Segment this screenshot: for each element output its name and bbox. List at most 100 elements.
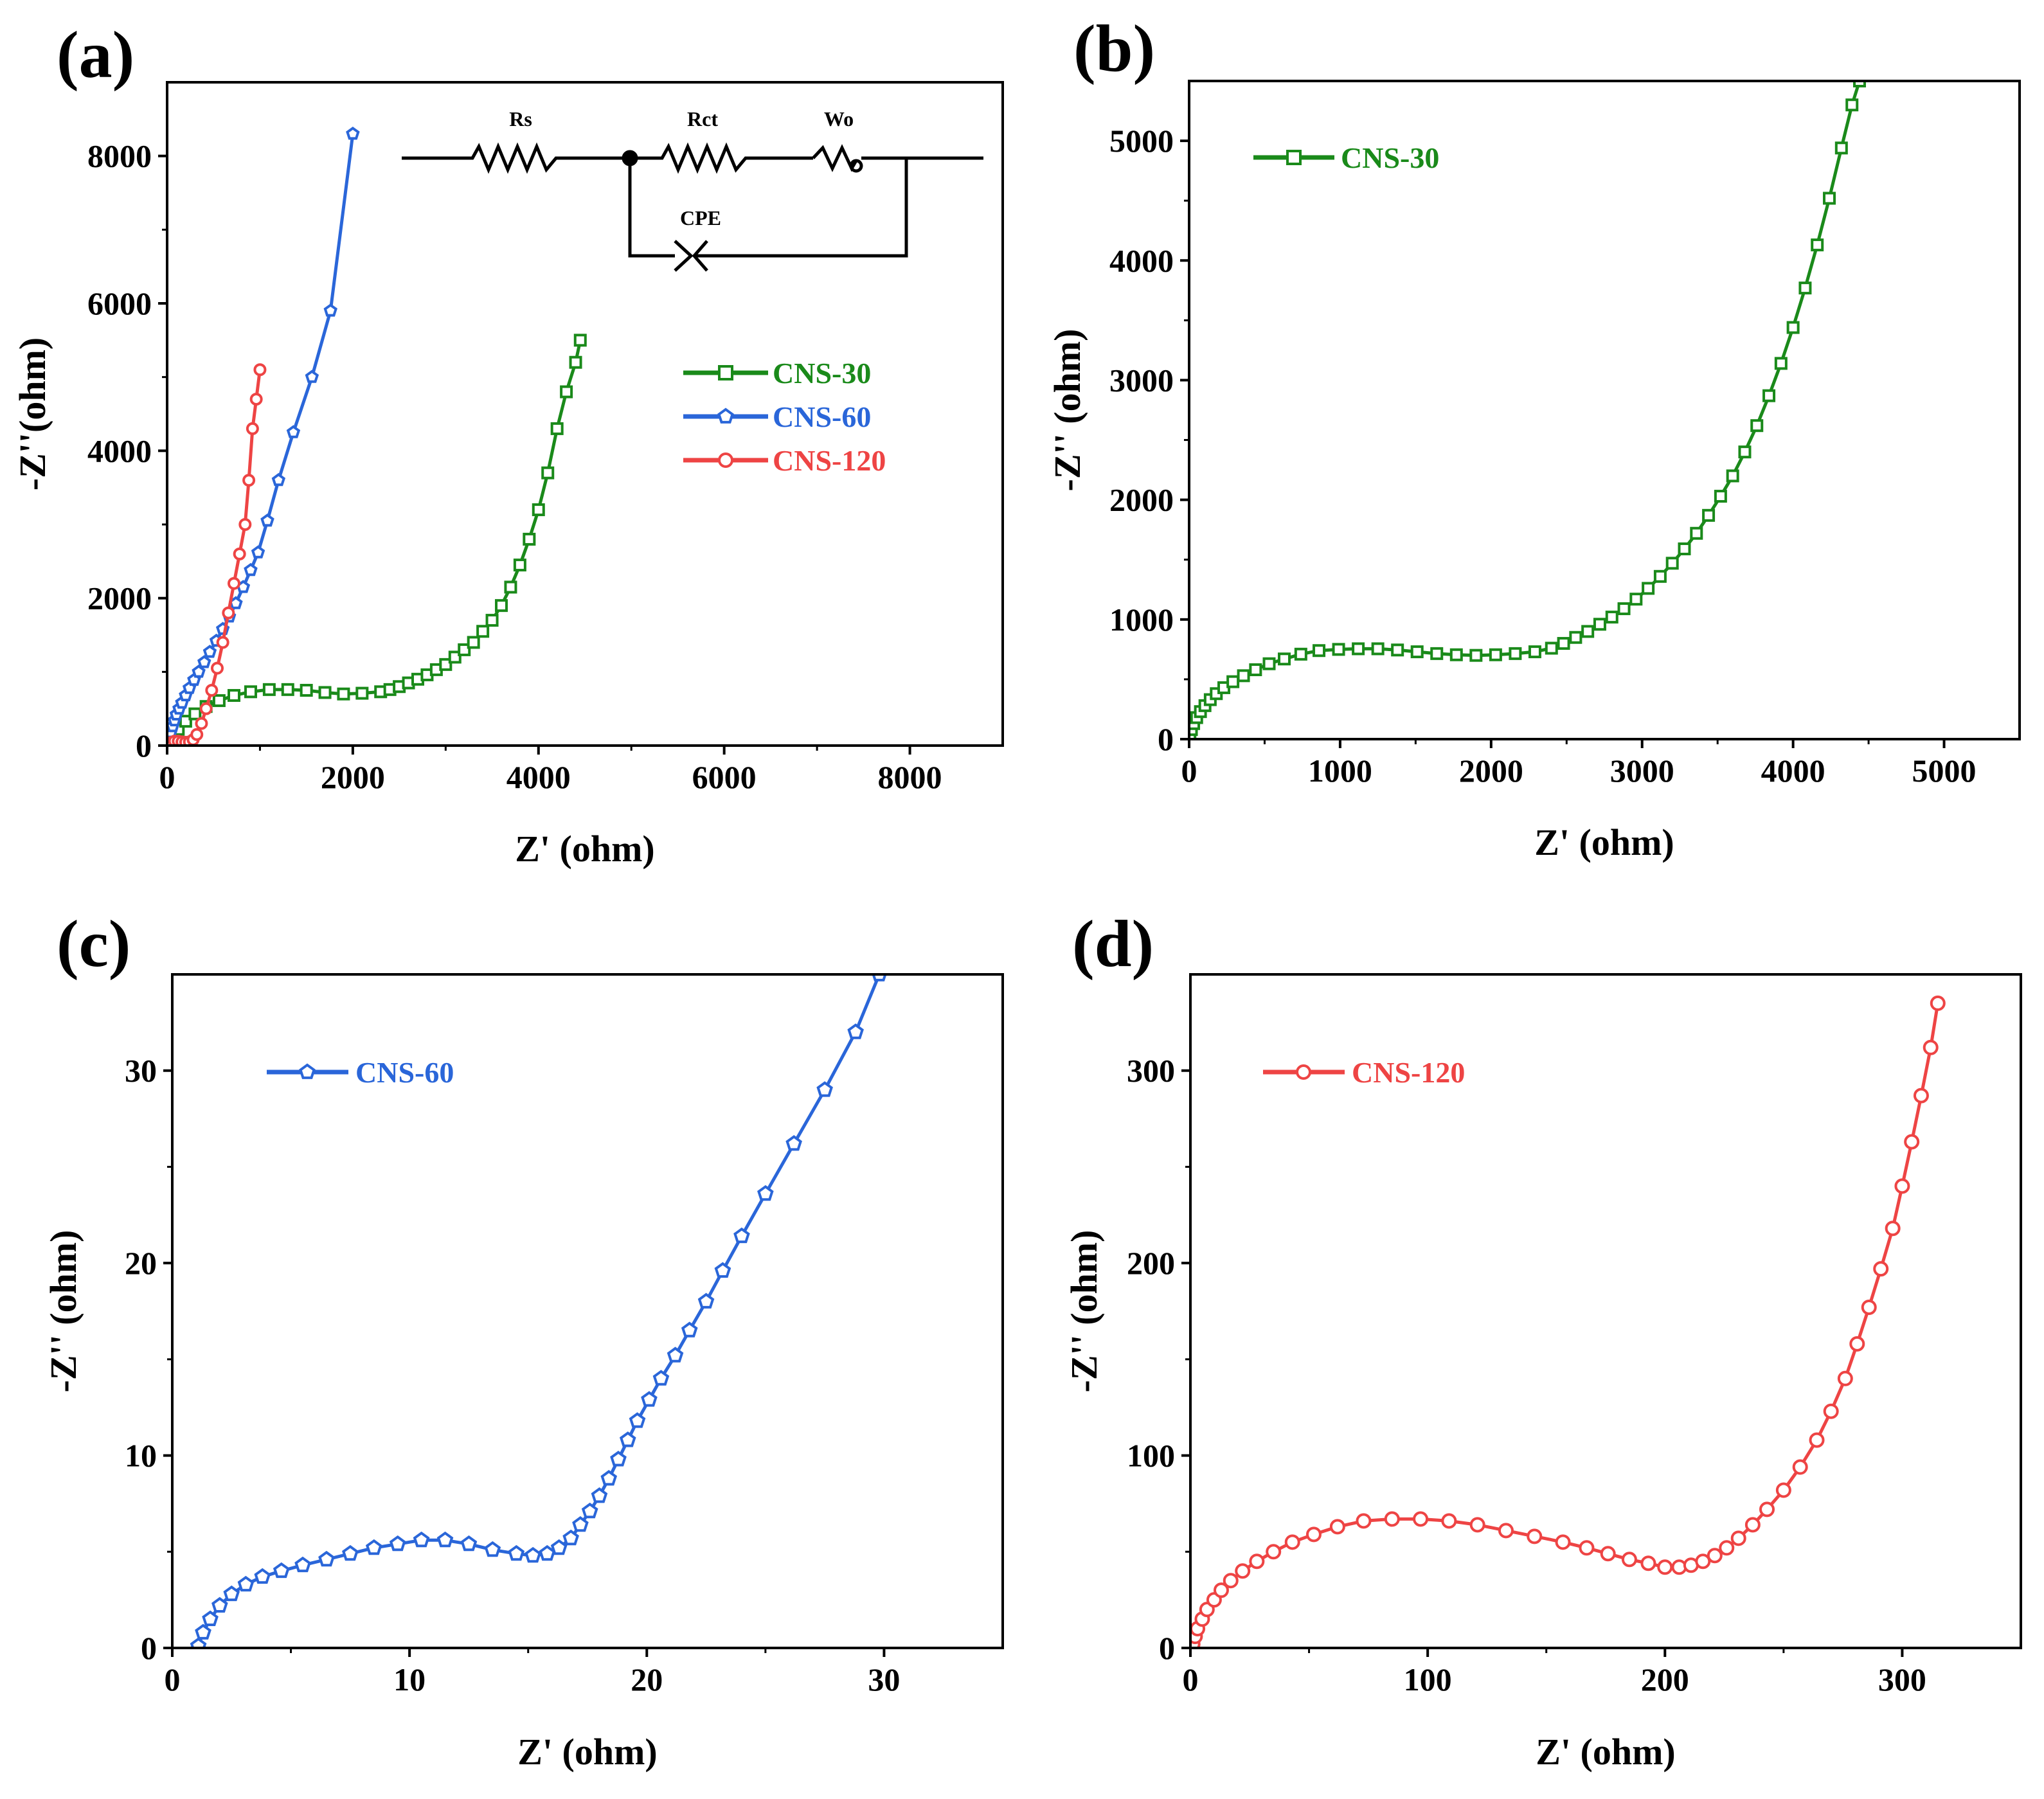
data-point-b-cns-30 — [1702, 508, 1716, 522]
data-point-d-cns-120 — [1775, 1482, 1791, 1498]
x-tick-label-b: 1000 — [1308, 753, 1372, 789]
y-tick-label-b: 5000 — [1109, 123, 1174, 159]
plot-frame-b — [1188, 80, 2021, 740]
data-point-c-cns-60 — [667, 1347, 684, 1363]
data-point-a-cns-120 — [246, 422, 259, 435]
y-tick-label-a: 2000 — [87, 580, 152, 616]
data-point-c-cns-60 — [562, 1529, 579, 1546]
x-tick-label-d: 200 — [1641, 1661, 1689, 1697]
data-point-c-cns-60 — [847, 1023, 864, 1039]
legend-a-label-cns-60: CNS-60 — [773, 400, 871, 433]
x-tick-label-b: 0 — [1181, 753, 1197, 789]
data-point-a-cns-30 — [439, 658, 453, 671]
y-tick-label-c: 0 — [141, 1630, 157, 1666]
legend-b-label-cns-30: CNS-30 — [1341, 141, 1439, 174]
data-point-d-cns-120 — [1305, 1526, 1322, 1543]
data-point-a-cns-120 — [205, 684, 219, 697]
data-point-b-cns-30 — [1489, 648, 1502, 661]
data-point-c-cns-60 — [318, 1550, 335, 1567]
data-point-b-cns-30 — [1678, 542, 1691, 555]
data-point-c-cns-60 — [202, 1610, 219, 1626]
legend-c: CNS-60 — [267, 1056, 454, 1089]
data-point-d-cns-120 — [1213, 1582, 1229, 1598]
data-point-b-cns-30 — [1469, 649, 1483, 662]
data-point-c-cns-60 — [816, 1081, 833, 1097]
panel-label-a: (a) — [57, 18, 134, 92]
rct-resistor — [630, 142, 813, 174]
x-axis-label-d: Z' (ohm) — [1536, 1731, 1676, 1773]
data-point-a-cns-30 — [212, 694, 226, 708]
panel-a: (a) 0 2000 4000 6000 8000 0 2000 4000 6000 8000 Z… — [12, 18, 1004, 870]
data-point-b-cns-30 — [1226, 675, 1240, 688]
y-tick-label-d: 0 — [1159, 1630, 1175, 1666]
data-point-a-cns-30 — [355, 686, 369, 700]
data-point-b-cns-30 — [1811, 238, 1824, 252]
data-point-d-cns-120 — [1873, 1261, 1889, 1277]
data-point-b-cns-30 — [1449, 648, 1463, 661]
data-point-d-cns-120 — [1413, 1511, 1429, 1527]
plot-frame-c — [171, 973, 1004, 1649]
legend-marker-shape — [299, 1063, 316, 1079]
series-line-a-cns-30 — [167, 339, 582, 743]
legend-c-label-cns-60: CNS-60 — [355, 1056, 454, 1089]
y-tick-label-a: 0 — [136, 728, 152, 764]
x-tick-label-c: 30 — [868, 1661, 900, 1697]
data-point-d-cns-120 — [1384, 1511, 1400, 1527]
y-tick-label-c: 20 — [125, 1245, 157, 1281]
cpe-branch — [628, 158, 908, 272]
legend-d-marker-cns-120 — [1296, 1064, 1311, 1080]
circuit-label-wo: Wo — [824, 107, 854, 130]
data-point-a-cns-30 — [550, 422, 564, 435]
data-point-a-cns-30 — [573, 334, 587, 347]
panel-b: (b) 0 1000 2000 3000 4000 5000 0 1000 2000 3000 40… — [1046, 12, 2021, 863]
data-point-b-cns-30 — [1750, 419, 1764, 433]
x-tick-label-d: 300 — [1878, 1661, 1926, 1697]
data-point-a-cns-120 — [222, 606, 235, 620]
legend-marker-shape — [1286, 150, 1302, 165]
y-tick-label-b: 1000 — [1109, 602, 1174, 638]
y-axis-label-b: -Z'' (ohm) — [1046, 329, 1088, 492]
x-tick-label-b: 3000 — [1610, 753, 1674, 789]
data-point-d-cns-120 — [1657, 1559, 1673, 1575]
data-point-b-cns-30 — [1690, 526, 1703, 540]
data-point-d-cns-120 — [1555, 1534, 1571, 1550]
data-point-a-cns-30 — [495, 599, 508, 613]
data-point-b-cns-30 — [1605, 611, 1618, 624]
data-point-a-cns-30 — [281, 683, 294, 696]
y-axis-label-a: -Z''(ohm) — [12, 337, 53, 490]
plot-d-data — [1190, 995, 1946, 1648]
x-tick-label-a: 0 — [159, 759, 175, 795]
data-point-d-cns-120 — [1849, 1336, 1865, 1352]
rs-resistor — [402, 142, 630, 174]
y-axis-label-c: -Z'' (ohm) — [42, 1230, 84, 1393]
data-point-a-cns-30 — [560, 385, 573, 398]
data-point-c-cns-60 — [572, 1516, 589, 1532]
ticks-b: 0 1000 2000 3000 4000 5000 0 1000 2000 3000 4000 50… — [1109, 123, 1977, 789]
data-point-a-cns-30 — [485, 614, 499, 627]
data-point-a-cns-30 — [337, 687, 350, 701]
y-tick-label-a: 8000 — [87, 138, 152, 174]
data-point-b-cns-30 — [1313, 644, 1326, 658]
data-point-c-cns-60 — [619, 1431, 636, 1447]
legend-marker-shape — [718, 452, 733, 468]
legend-b: CNS-30 — [1253, 141, 1439, 174]
x-tick-label-b: 5000 — [1912, 753, 1977, 789]
data-point-d-cns-120 — [1823, 1403, 1839, 1419]
data-point-c-cns-60 — [610, 1451, 627, 1467]
data-point-b-cns-30 — [1391, 643, 1404, 657]
data-point-c-cns-60 — [342, 1544, 359, 1561]
x-axis-label-b: Z' (ohm) — [1534, 821, 1674, 863]
data-point-a-cns-60 — [197, 655, 211, 668]
data-point-b-cns-30 — [1410, 645, 1424, 659]
data-point-b-cns-30 — [1823, 192, 1836, 205]
legend-d: CNS-120 — [1263, 1056, 1465, 1089]
data-point-d-cns-120 — [1579, 1540, 1595, 1556]
data-point-d-cns-120 — [1284, 1534, 1300, 1550]
data-point-a-cns-120 — [211, 661, 224, 675]
legend-marker-shape — [717, 407, 734, 424]
data-point-c-cns-60 — [460, 1535, 478, 1552]
data-point-b-cns-30 — [1726, 469, 1739, 483]
data-point-d-cns-120 — [1913, 1087, 1929, 1104]
series-line-b-cns-30 — [1189, 81, 1861, 737]
data-point-a-cns-60 — [323, 303, 337, 317]
